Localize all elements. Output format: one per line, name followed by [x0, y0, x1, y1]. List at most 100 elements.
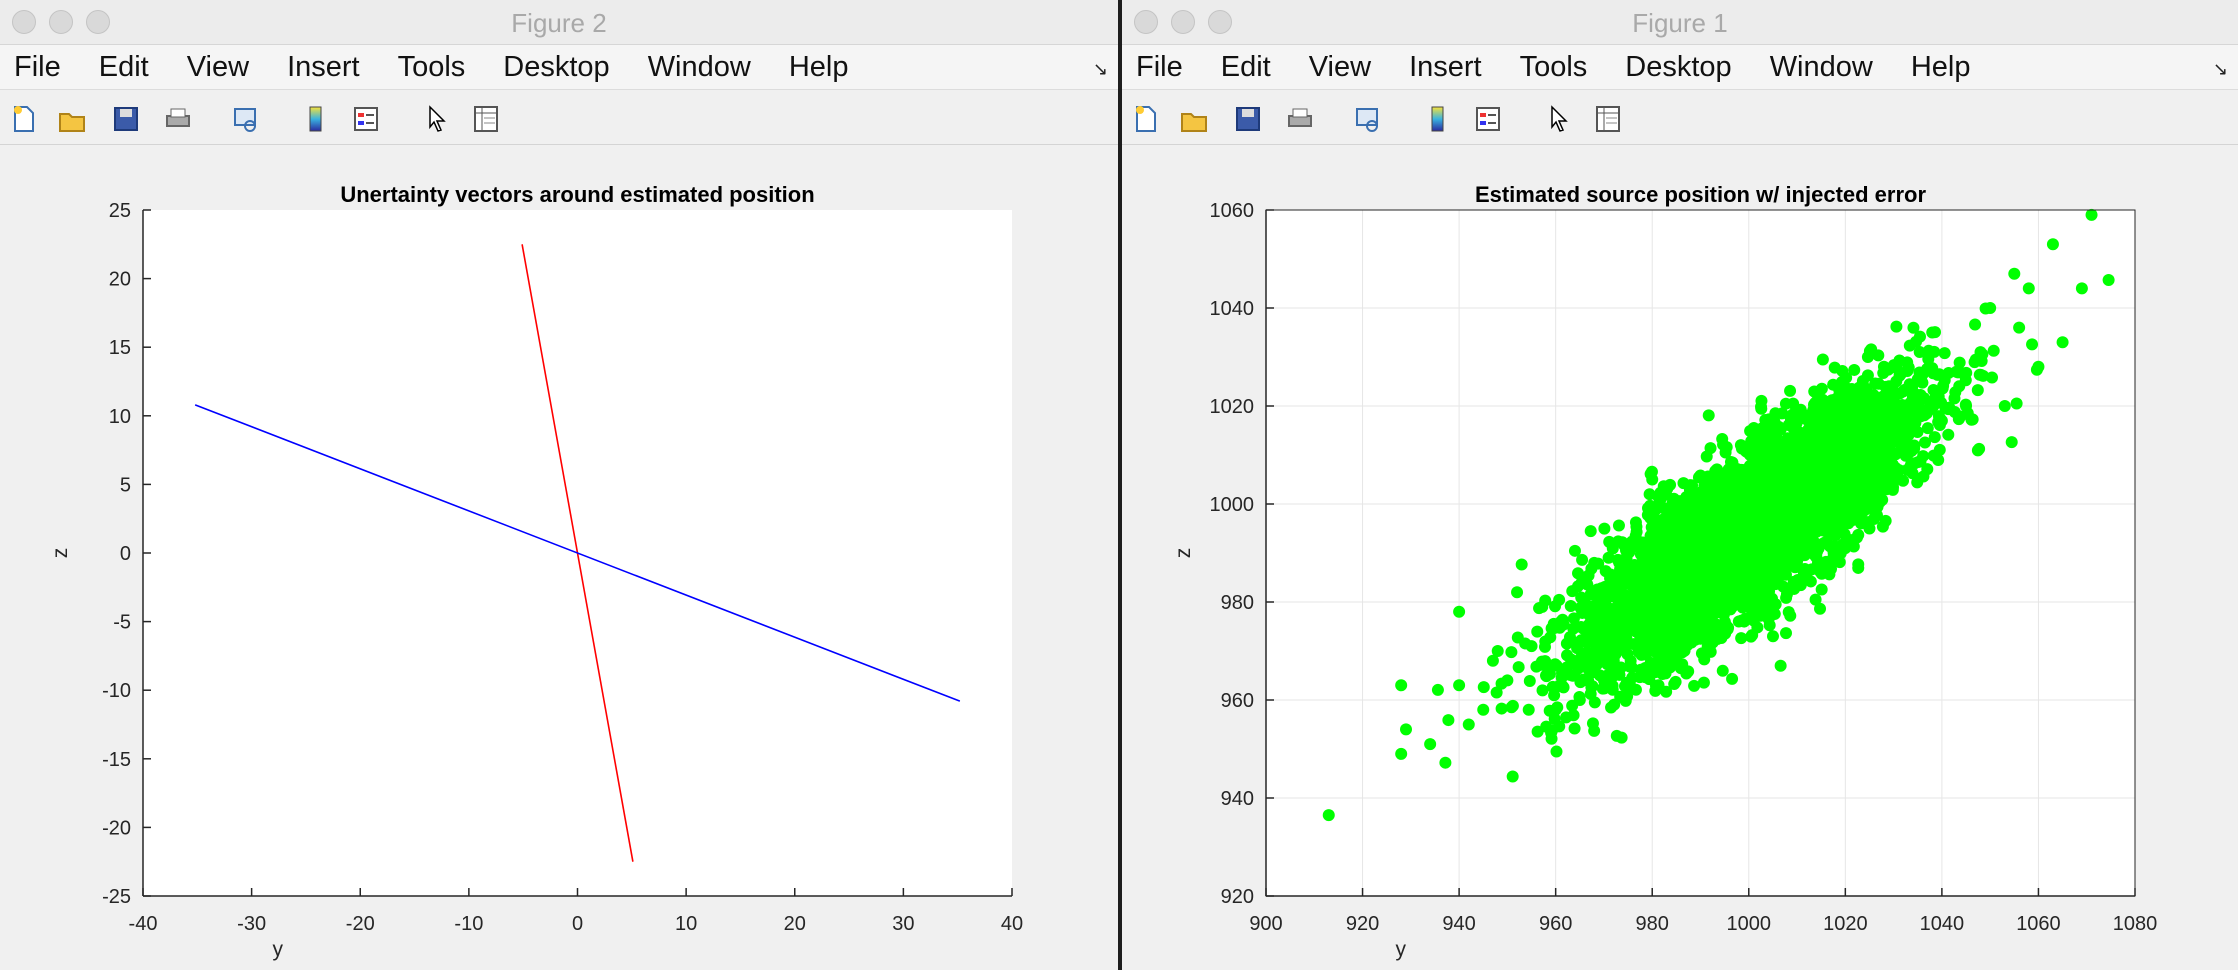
scatter-point: [1505, 701, 1518, 714]
menu-overflow-icon[interactable]: ↘: [1092, 59, 1108, 79]
scatter-point: [1698, 653, 1711, 666]
close-window-button[interactable]: [12, 10, 36, 34]
legend-icon[interactable]: [1474, 104, 1502, 134]
minimize-window-button[interactable]: [1171, 10, 1195, 34]
scatter-point: [1863, 522, 1876, 535]
scatter-point: [1800, 536, 1813, 549]
scatter-point: [1862, 492, 1875, 505]
menu-desktop[interactable]: Desktop: [503, 50, 610, 83]
scatter-point: [1734, 554, 1747, 567]
scatter-point: [2032, 360, 2045, 373]
property-inspector-icon[interactable]: [472, 104, 500, 134]
menu-view[interactable]: View: [186, 50, 250, 83]
menu-tools[interactable]: Tools: [1519, 50, 1588, 83]
open-file-icon[interactable]: [1180, 104, 1208, 134]
y-tick-label: -25: [102, 886, 131, 908]
vector-line-2: [194, 404, 961, 702]
title-bar[interactable]: Figure 2: [0, 0, 1118, 45]
scatter-point: [1715, 632, 1728, 645]
colorbar-icon[interactable]: [1424, 104, 1452, 134]
zoom-window-button[interactable]: [86, 10, 110, 34]
scatter-point: [1400, 723, 1413, 736]
scatter-point: [1644, 570, 1657, 583]
scatter-point: [1819, 512, 1832, 525]
scatter-point: [1708, 571, 1721, 584]
scatter-point: [1834, 469, 1847, 482]
menu-insert[interactable]: Insert: [1409, 50, 1482, 83]
save-icon[interactable]: [1234, 104, 1262, 134]
x-tick-label: 30: [892, 913, 914, 935]
scatter-point: [1971, 384, 1984, 397]
menu-file[interactable]: File: [1136, 50, 1183, 83]
x-tick-label: 920: [1346, 913, 1379, 935]
scatter-point: [1812, 486, 1825, 499]
scatter-point: [1824, 562, 1837, 575]
scatter-point: [1486, 654, 1499, 667]
scatter-point: [1863, 395, 1876, 408]
new-figure-icon[interactable]: [1132, 104, 1160, 134]
menu-file[interactable]: File: [14, 50, 61, 83]
scatter-point: [1704, 442, 1717, 455]
close-window-button[interactable]: [1134, 10, 1158, 34]
plot-frame: [1265, 209, 2136, 897]
scatter-point: [1669, 616, 1682, 629]
menu-insert[interactable]: Insert: [287, 50, 360, 83]
scatter-point: [1848, 490, 1861, 503]
scatter-point: [1926, 326, 1939, 339]
property-inspector-icon[interactable]: [1594, 104, 1622, 134]
scatter-point: [1634, 548, 1647, 561]
scatter-point: [2102, 273, 2115, 286]
link-plot-icon[interactable]: [1354, 104, 1382, 134]
pointer-icon[interactable]: [1546, 104, 1574, 134]
minimize-window-button[interactable]: [49, 10, 73, 34]
menu-desktop[interactable]: Desktop: [1625, 50, 1732, 83]
title-bar[interactable]: Figure 1: [1122, 0, 2238, 45]
scatter-point: [1769, 578, 1782, 591]
new-figure-icon[interactable]: [10, 104, 38, 134]
scatter-point: [1913, 346, 1926, 359]
scatter-point: [2056, 336, 2069, 349]
scatter-point: [1742, 473, 1755, 486]
open-file-icon[interactable]: [58, 104, 86, 134]
scatter-point: [1600, 600, 1613, 613]
scatter-point: [1847, 391, 1860, 404]
print-icon[interactable]: [1286, 104, 1314, 134]
scatter-point: [1751, 462, 1764, 475]
scatter-point: [1490, 686, 1503, 699]
pointer-icon[interactable]: [424, 104, 452, 134]
scatter-point: [1827, 378, 1840, 391]
y-tick-label: 980: [1221, 592, 1254, 614]
menu-help[interactable]: Help: [1910, 50, 1971, 83]
scatter-point: [1606, 630, 1619, 643]
scatter-point: [1668, 605, 1681, 618]
menu-window[interactable]: Window: [647, 50, 751, 83]
scatter-point: [1716, 433, 1729, 446]
scatter-point: [1798, 509, 1811, 522]
legend-icon[interactable]: [352, 104, 380, 134]
menu-tools[interactable]: Tools: [397, 50, 466, 83]
scatter-point: [1669, 626, 1682, 639]
menu-edit[interactable]: Edit: [1220, 50, 1271, 83]
scatter-point: [1621, 577, 1634, 590]
scatter-point: [1453, 679, 1466, 692]
scatter-point: [1975, 355, 1988, 368]
menu-overflow-icon[interactable]: ↘: [2212, 59, 2228, 79]
scatter-point: [1691, 570, 1704, 583]
scatter-point: [1641, 508, 1654, 521]
scatter-point: [1564, 653, 1577, 666]
colorbar-icon[interactable]: [302, 104, 330, 134]
scatter-point: [1622, 624, 1635, 637]
save-icon[interactable]: [112, 104, 140, 134]
print-icon[interactable]: [164, 104, 192, 134]
scatter-point: [1895, 422, 1908, 435]
scatter-point: [1568, 722, 1581, 735]
menu-edit[interactable]: Edit: [98, 50, 149, 83]
scatter-point: [1442, 714, 1455, 727]
scatter-point: [1791, 424, 1804, 437]
zoom-window-button[interactable]: [1208, 10, 1232, 34]
link-plot-icon[interactable]: [232, 104, 260, 134]
menu-view[interactable]: View: [1308, 50, 1372, 83]
menu-help[interactable]: Help: [788, 50, 849, 83]
scatter-point: [1610, 642, 1623, 655]
menu-window[interactable]: Window: [1769, 50, 1873, 83]
